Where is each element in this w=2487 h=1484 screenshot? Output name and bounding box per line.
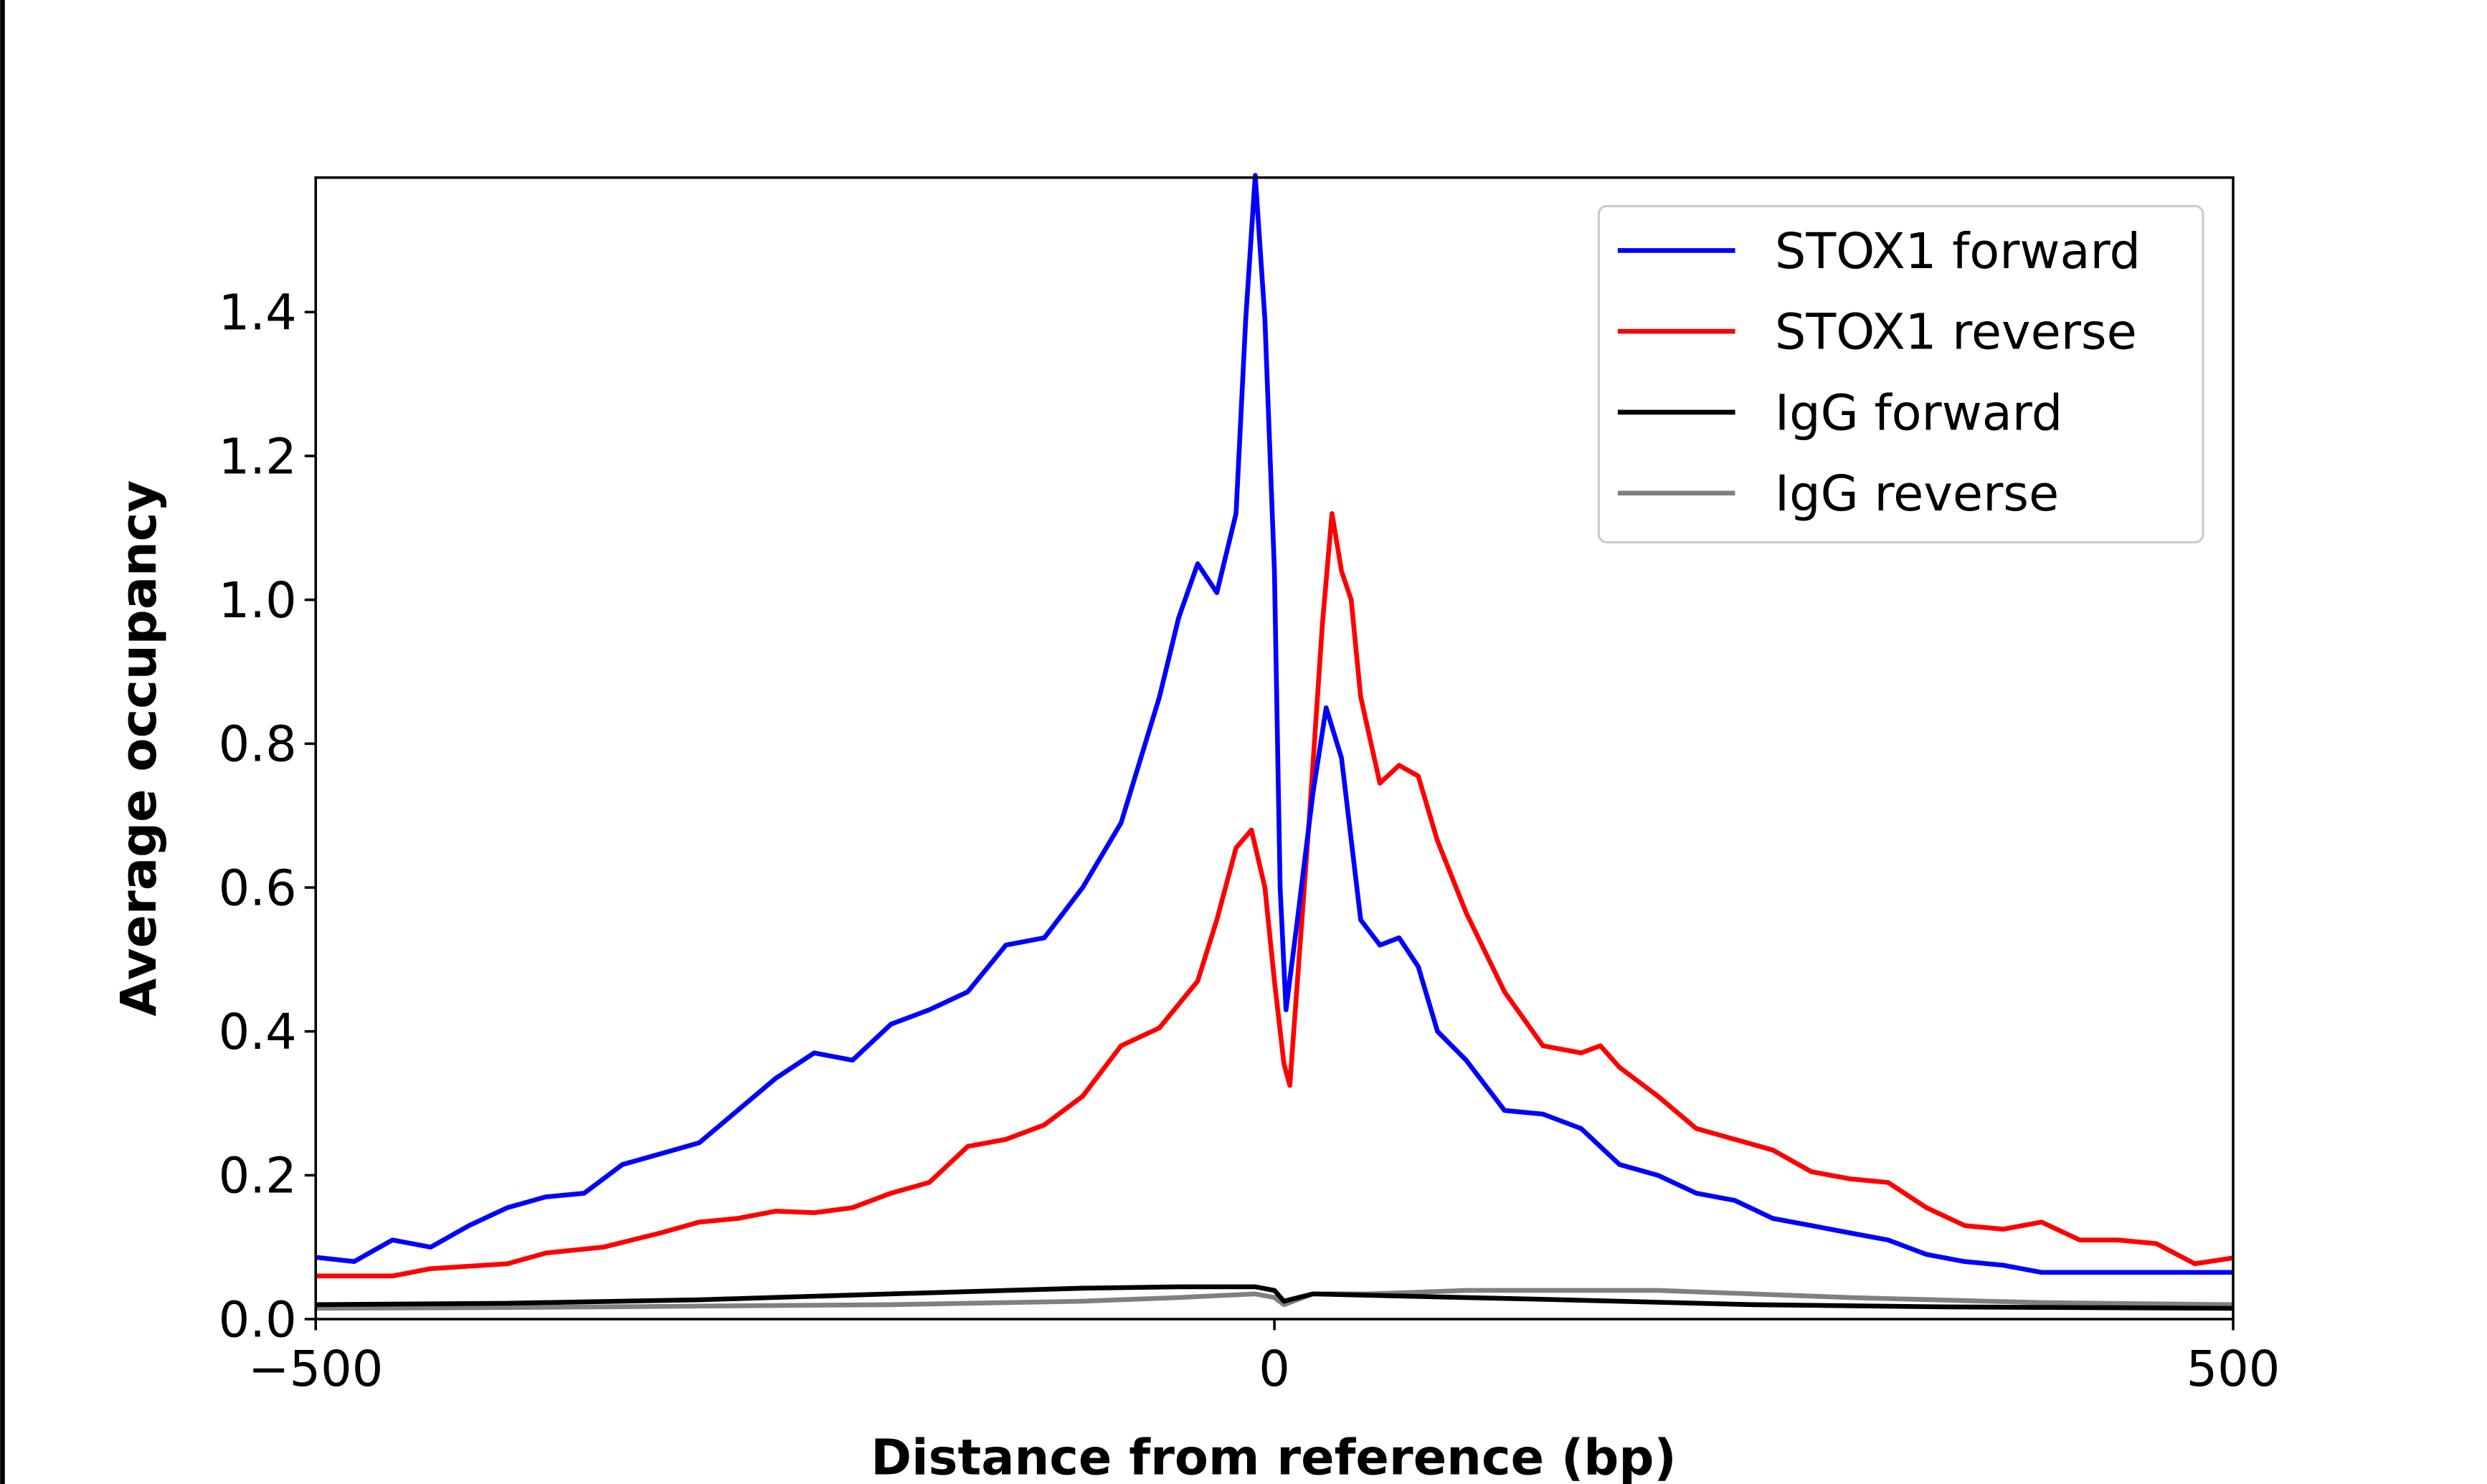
- y-tick-label: 0.4: [219, 1004, 297, 1061]
- y-tick-label: 1.0: [219, 572, 297, 629]
- series-line-igg-forward: [316, 1284, 2234, 1311]
- y-tick-label: 0.6: [219, 860, 297, 917]
- x-tick-label: −500: [248, 1341, 383, 1398]
- y-tick-label: 1.4: [219, 285, 297, 342]
- y-tick-label: 0.2: [219, 1148, 297, 1205]
- legend-label: IgG reverse: [1775, 465, 2059, 523]
- legend-label: STOX1 reverse: [1775, 304, 2137, 361]
- legend-label: IgG forward: [1775, 384, 2062, 442]
- series-line-igg-reverse: [316, 1288, 2234, 1311]
- y-tick-label: 0.0: [219, 1291, 297, 1349]
- x-tick-label: 0: [1259, 1341, 1290, 1398]
- y-tick-label: 0.8: [219, 716, 297, 774]
- left-border: [0, 0, 5, 1484]
- legend[interactable]: STOX1 forward STOX1 reverse IgG forward IgG…: [1597, 204, 2204, 544]
- x-axis-label: Distance from reference (bp): [871, 1430, 1677, 1484]
- series-line-stox1-reverse: [316, 511, 2234, 1279]
- x-axis: −500 0 500: [248, 1319, 2280, 1398]
- legend-box: [1597, 204, 2204, 544]
- series-lines: [315, 173, 2234, 1311]
- legend-label: STOX1 forward: [1775, 223, 2141, 280]
- series-line-stox1-forward: [315, 173, 2234, 1275]
- y-axis: 0.0 0.2 0.4 0.6 0.8 1.0 1.2 1.4: [219, 285, 316, 1349]
- y-axis-label: Average occupancy: [110, 480, 168, 1017]
- x-tick-label: 500: [2187, 1341, 2280, 1398]
- y-tick-label: 1.2: [219, 428, 297, 485]
